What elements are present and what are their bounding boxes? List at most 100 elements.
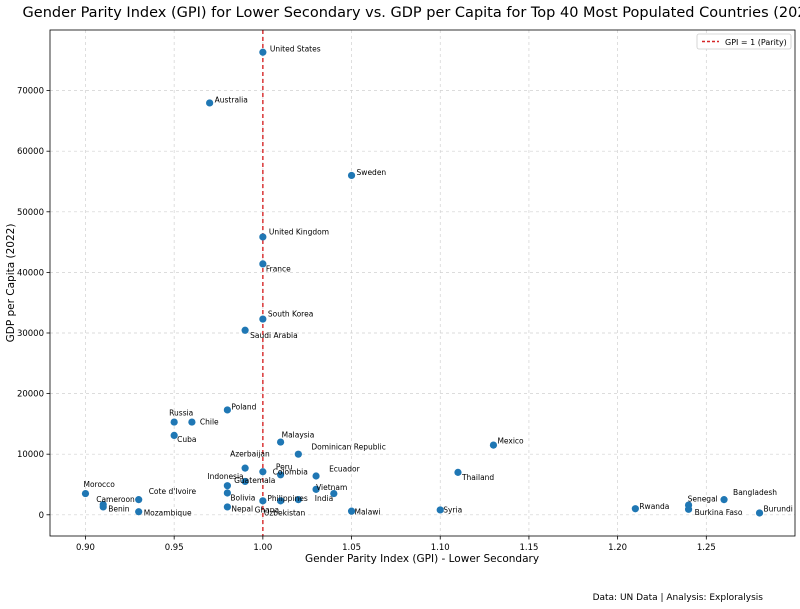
data-point <box>223 482 231 490</box>
point-label: Benin <box>108 504 130 513</box>
point-label: Morocco <box>83 480 115 489</box>
data-point <box>294 496 302 504</box>
plot-frame <box>49 29 796 537</box>
data-point <box>684 505 693 513</box>
point-label: Chile <box>200 418 219 427</box>
point-label: Cameroon <box>96 495 135 504</box>
point-label: Syria <box>443 505 462 514</box>
data-point <box>330 489 338 498</box>
data-point <box>241 464 249 472</box>
point-label: Cuba <box>177 435 196 444</box>
point-label: Ghana <box>255 505 280 514</box>
chart-title: Gender Parity Index (GPI) for Lower Seco… <box>23 5 800 21</box>
point-label: India <box>315 494 333 503</box>
y-tick-label: 50000 <box>17 208 44 218</box>
y-tick-label: 20000 <box>17 390 44 400</box>
grid-lines <box>50 30 795 536</box>
data-point <box>223 503 231 511</box>
point-label: Bangladesh <box>733 488 777 497</box>
point-label: Dominican Republic <box>311 443 386 452</box>
x-tick-label: 0.90 <box>76 543 95 553</box>
point-label: Senegal <box>688 495 718 504</box>
point-label: Saudi Arabia <box>250 331 298 340</box>
point-label: South Korea <box>268 310 313 319</box>
y-tick-label: 70000 <box>17 87 44 97</box>
point-label: Burkina Faso <box>695 508 743 517</box>
data-point <box>720 496 728 504</box>
data-point <box>294 450 302 458</box>
x-tick-label: 1.25 <box>697 543 716 553</box>
point-label: Bolivia <box>230 493 255 502</box>
legend-box <box>696 33 792 50</box>
data-point <box>259 468 267 476</box>
point-label: Malawi <box>355 508 381 517</box>
point-label: Uzbekistan <box>264 508 306 517</box>
plot-area <box>50 30 795 536</box>
point-label: Ecuador <box>329 465 361 474</box>
point-label: Poland <box>231 402 256 411</box>
point-label: Cote d'Ivoire <box>149 487 197 496</box>
y-tick-label: 40000 <box>17 268 44 278</box>
data-point <box>347 507 356 515</box>
data-point <box>206 99 214 107</box>
point-label: Colombia <box>273 467 308 476</box>
data-point <box>276 438 285 446</box>
x-tick-label: 1.00 <box>253 543 272 553</box>
data-point <box>99 503 107 511</box>
data-point <box>276 497 285 505</box>
data-point <box>135 496 143 504</box>
point-label: Russia <box>169 409 193 418</box>
legend: GPI = 1 (Parity) <box>696 33 792 50</box>
data-point <box>81 489 90 498</box>
data-point <box>631 505 639 513</box>
point-label: Mexico <box>497 437 524 446</box>
x-axis-ticks: 0.90 0.95 1.00 1.05 1.10 1.15 1.20 1.25 <box>76 536 716 553</box>
data-point <box>347 171 356 180</box>
data-point <box>241 477 249 486</box>
x-tick-label: 1.10 <box>431 543 450 553</box>
point-label: Philippines <box>267 494 308 503</box>
point-label: Australia <box>215 95 248 104</box>
point-label: United States <box>270 45 321 54</box>
point-label: France <box>266 264 291 273</box>
legend-label: GPI = 1 (Parity) <box>725 38 787 47</box>
x-tick-label: 1.15 <box>519 543 538 553</box>
data-point <box>259 233 267 241</box>
data-point <box>312 485 320 493</box>
y-tick-label: 60000 <box>17 147 44 157</box>
point-label: Vietnam <box>316 483 347 492</box>
data-point <box>312 472 320 480</box>
data-point <box>489 441 498 449</box>
y-axis-ticks: 0 10000 20000 30000 40000 50000 60000 70000 <box>17 87 50 521</box>
point-label: Guatemala <box>234 476 275 485</box>
data-point <box>259 497 267 505</box>
data-point <box>259 260 267 268</box>
point-label: Malaysia <box>282 431 315 440</box>
point-label: Azerbaijan <box>230 450 270 459</box>
y-axis-label: GDP per Capita (2022) <box>5 224 17 343</box>
x-tick-label: 0.95 <box>165 543 184 553</box>
point-label: Indonesia <box>207 472 243 481</box>
point-label: Peru <box>276 462 293 471</box>
data-point <box>135 508 143 516</box>
data-point <box>188 418 196 426</box>
point-labels: United States Australia Sweden United Kingd… <box>83 45 792 518</box>
data-point <box>436 506 444 514</box>
data-points <box>81 48 764 517</box>
point-label: Sweden <box>357 168 387 177</box>
data-point <box>259 48 267 56</box>
data-point <box>259 315 267 323</box>
point-label: Rwanda <box>639 502 669 511</box>
point-label: Thailand <box>461 473 494 482</box>
source-note: Data: UN Data | Analysis: Exploralysis <box>592 593 763 603</box>
data-point <box>755 509 764 517</box>
point-label: Mozambique <box>144 508 192 517</box>
point-label: Burundi <box>764 504 793 513</box>
y-tick-label: 10000 <box>17 450 44 460</box>
data-point <box>276 471 285 479</box>
x-tick-label: 1.20 <box>608 543 627 553</box>
y-tick-label: 0 <box>39 511 44 521</box>
data-point <box>241 326 249 334</box>
data-point <box>170 431 178 440</box>
